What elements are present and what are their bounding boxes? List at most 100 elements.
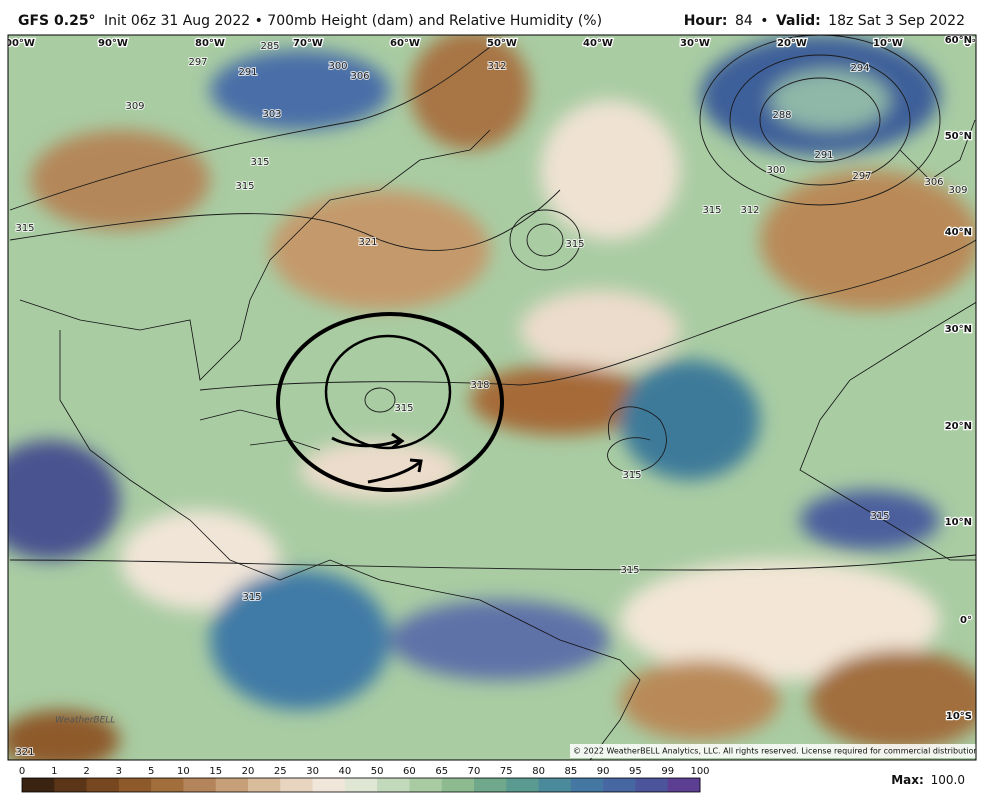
latitude-label: 50°N (945, 131, 972, 142)
contour-label: 315 (622, 470, 641, 481)
valid-label: Valid: (776, 13, 821, 29)
copyright-box (570, 744, 976, 758)
colorbar-segment (86, 778, 120, 792)
colorbar-segment (54, 778, 88, 792)
colorbar-tick-label: 75 (500, 766, 513, 777)
height-contours (9, 35, 976, 571)
contour-label: 291 (814, 150, 833, 161)
colorbar-tick-label: 20 (242, 766, 255, 777)
colorbar-segment (215, 778, 249, 792)
longitude-label: 70°W (293, 38, 323, 49)
contour-label: 315 (565, 239, 584, 250)
colorbar-segment (183, 778, 217, 792)
colorbar-segment (603, 778, 636, 792)
colorbar-segment (570, 778, 604, 792)
colorbar-segment (280, 778, 314, 792)
contour-label: 288 (772, 110, 791, 121)
valid: 18z Sat 3 Sep 2022 (828, 13, 965, 29)
colorbar-tick-label: 25 (274, 766, 287, 777)
colorbar-segment (441, 778, 475, 792)
contour-label: 315 (250, 157, 269, 168)
longitude-label: 0° (964, 38, 976, 49)
latitude-label: 10°N (945, 517, 972, 528)
colorbar-tick-label: 70 (468, 766, 481, 777)
contour-label: 315 (15, 223, 34, 234)
coastlines (19, 119, 976, 760)
contour-label: 285 (260, 41, 279, 52)
latitude-label: 40°N (945, 227, 972, 238)
colorbar-segment (312, 778, 346, 792)
longitude-label: 50°W (487, 38, 517, 49)
colorbar-segment (151, 778, 184, 792)
contour-label: 306 (924, 177, 943, 188)
contour-label: 300 (328, 61, 347, 72)
longitude-label: 60°W (390, 38, 420, 49)
colorbar-tick-label: 3 (116, 766, 122, 777)
longitude-label: 20°W (777, 38, 807, 49)
contour-label: 297 (852, 171, 871, 182)
colorbar-segment (377, 778, 410, 792)
colorbar-tick-label: 85 (564, 766, 577, 777)
latitude-label: 10°S (946, 711, 972, 722)
map-frame (7, 34, 977, 761)
colorbar-segment (506, 778, 540, 792)
contour-label: 294 (850, 63, 869, 74)
contour-label: 303 (262, 109, 281, 120)
hour: 84 (735, 13, 753, 29)
contour-label: 315 (702, 205, 721, 216)
longitude-label: 10°W (873, 38, 903, 49)
header-left: GFS 0.25° Init 06z 31 Aug 2022 • 700mb H… (18, 13, 602, 29)
max-value: 100.0 (931, 773, 965, 787)
contour-label: 315 (235, 181, 254, 192)
colorbar-segment (635, 778, 669, 792)
contour-label: 321 (358, 237, 377, 248)
contour-label: 291 (238, 67, 257, 78)
max: Max: 100.0 (891, 773, 965, 787)
colorbar-tick-label: 90 (597, 766, 610, 777)
colorbar-tick-label: 80 (532, 766, 545, 777)
contour-label: 309 (125, 101, 144, 112)
contour-label: 315 (870, 511, 889, 522)
colorbar-tick-label: 100 (690, 766, 709, 777)
colorbar-segment (344, 778, 378, 792)
latitude-label: 60°N (945, 35, 972, 46)
colorbar-segment (409, 778, 443, 792)
colorbar-tick-label: 40 (338, 766, 351, 777)
contour-label: 306 (350, 71, 369, 82)
colorbar-tick-label: 1 (51, 766, 57, 777)
contour-label: 300 (766, 165, 785, 176)
contour-label: 315 (242, 592, 261, 603)
latitude-label: 0° (960, 615, 972, 626)
colorbar-segment (118, 778, 152, 792)
latitude-label: 30°N (945, 324, 972, 335)
colorbar-tick-label: 30 (306, 766, 319, 777)
init: Init 06z 31 Aug 2022 • 700mb Height (dam… (104, 13, 602, 29)
colorbar-tick-label: 15 (209, 766, 222, 777)
contour-label: 312 (740, 205, 759, 216)
colorbar-tick-label: 65 (435, 766, 448, 777)
annotation (276, 312, 504, 492)
header-right: Hour: 84 • Valid: 18z Sat 3 Sep 2022 (684, 13, 965, 29)
latitude-label: 20°N (945, 421, 972, 432)
colorbar: 0 1 2 3 5 10 15 20 25 30 40 50 60 65 70 75 80 85 90 95 99 100 (19, 766, 710, 793)
humidity-field (8, 35, 976, 760)
logo: WeatherBELL (55, 716, 115, 726)
colorbar-segment (248, 778, 281, 792)
colorbar-tick-label: 5 (148, 766, 154, 777)
contour-label: 318 (470, 380, 489, 391)
geo-labels: 00°W 90°W 80°W 70°W 60°W 50°W 40°W 30°W 20°W 10°W… (5, 35, 976, 723)
longitude-label: 80°W (195, 38, 225, 49)
colorbar-segment (538, 778, 572, 792)
colorbar-tick-label: 0 (19, 766, 25, 777)
longitude-label: 90°W (98, 38, 128, 49)
colorbar-tick-label: 60 (403, 766, 416, 777)
contour-label: 309 (948, 185, 967, 196)
hour-label: Hour: (684, 13, 728, 29)
longitude-label: 00°W (5, 38, 35, 49)
model: GFS 0.25° (18, 13, 96, 29)
contour-label: 312 (487, 61, 506, 72)
colorbar-tick-label: 99 (661, 766, 674, 777)
colorbar-tick-label: 50 (371, 766, 384, 777)
max-label: Max: (891, 773, 924, 787)
